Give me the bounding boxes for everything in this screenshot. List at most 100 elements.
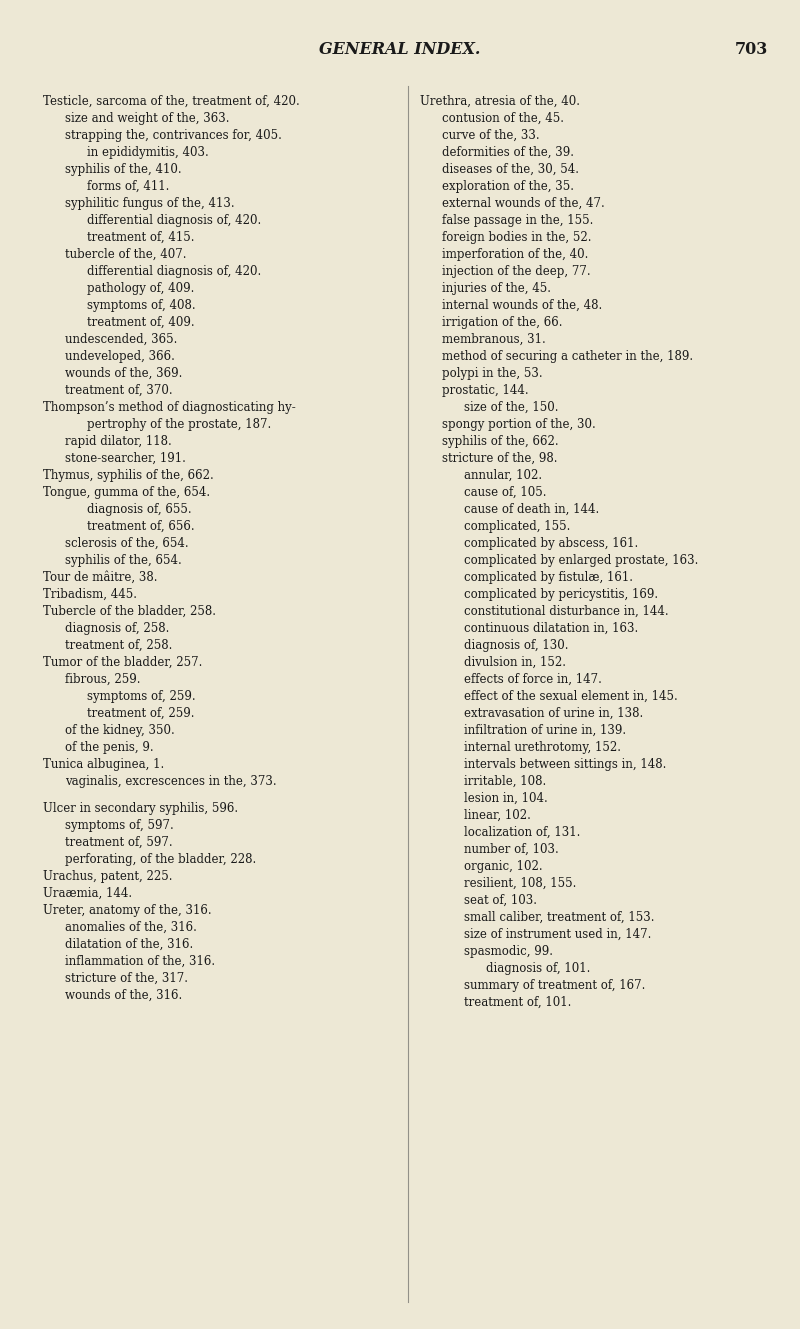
Text: treatment of, 258.: treatment of, 258. (65, 639, 172, 653)
Text: pertrophy of the prostate, 187.: pertrophy of the prostate, 187. (87, 419, 271, 431)
Text: size and weight of the, 363.: size and weight of the, 363. (65, 112, 230, 125)
Text: diseases of the, 30, 54.: diseases of the, 30, 54. (442, 163, 579, 175)
Text: internal wounds of the, 48.: internal wounds of the, 48. (442, 299, 602, 312)
Text: cause of, 105.: cause of, 105. (464, 486, 546, 498)
Text: extravasation of urine in, 138.: extravasation of urine in, 138. (464, 707, 643, 720)
Text: treatment of, 101.: treatment of, 101. (464, 995, 571, 1009)
Text: complicated by fistulæ, 161.: complicated by fistulæ, 161. (464, 571, 633, 583)
Text: Thymus, syphilis of the, 662.: Thymus, syphilis of the, 662. (43, 469, 214, 482)
Text: linear, 102.: linear, 102. (464, 809, 531, 823)
Text: rapid dilator, 118.: rapid dilator, 118. (65, 435, 172, 448)
Text: Tubercle of the bladder, 258.: Tubercle of the bladder, 258. (43, 605, 216, 618)
Text: treatment of, 415.: treatment of, 415. (87, 231, 194, 245)
Text: diagnosis of, 101.: diagnosis of, 101. (486, 962, 590, 975)
Text: treatment of, 409.: treatment of, 409. (87, 316, 194, 330)
Text: differential diagnosis of, 420.: differential diagnosis of, 420. (87, 264, 262, 278)
Text: stricture of the, 317.: stricture of the, 317. (65, 973, 188, 985)
Text: irritable, 108.: irritable, 108. (464, 775, 546, 788)
Text: internal urethrotomy, 152.: internal urethrotomy, 152. (464, 742, 621, 754)
Text: tubercle of the, 407.: tubercle of the, 407. (65, 249, 186, 260)
Text: infiltration of urine in, 139.: infiltration of urine in, 139. (464, 724, 626, 738)
Text: size of instrument used in, 147.: size of instrument used in, 147. (464, 928, 651, 941)
Text: treatment of, 597.: treatment of, 597. (65, 836, 173, 849)
Text: undeveloped, 366.: undeveloped, 366. (65, 350, 175, 363)
Text: in epididymitis, 403.: in epididymitis, 403. (87, 146, 209, 159)
Text: injuries of the, 45.: injuries of the, 45. (442, 282, 551, 295)
Text: strapping the, contrivances for, 405.: strapping the, contrivances for, 405. (65, 129, 282, 142)
Text: pathology of, 409.: pathology of, 409. (87, 282, 194, 295)
Text: Uraæmia, 144.: Uraæmia, 144. (43, 888, 132, 900)
Text: Urachus, patent, 225.: Urachus, patent, 225. (43, 870, 173, 884)
Text: GENERAL INDEX.: GENERAL INDEX. (319, 41, 481, 58)
Text: symptoms of, 408.: symptoms of, 408. (87, 299, 196, 312)
Text: Tribadism, 445.: Tribadism, 445. (43, 587, 137, 601)
Text: resilient, 108, 155.: resilient, 108, 155. (464, 877, 576, 890)
Text: complicated by pericystitis, 169.: complicated by pericystitis, 169. (464, 587, 658, 601)
Text: annular, 102.: annular, 102. (464, 469, 542, 482)
Text: deformities of the, 39.: deformities of the, 39. (442, 146, 574, 159)
Text: method of securing a catheter in the, 189.: method of securing a catheter in the, 18… (442, 350, 693, 363)
Text: diagnosis of, 655.: diagnosis of, 655. (87, 502, 192, 516)
Text: spasmodic, 99.: spasmodic, 99. (464, 945, 553, 958)
Text: complicated by abscess, 161.: complicated by abscess, 161. (464, 537, 638, 550)
Text: diagnosis of, 130.: diagnosis of, 130. (464, 639, 569, 653)
Text: prostatic, 144.: prostatic, 144. (442, 384, 529, 397)
Text: false passage in the, 155.: false passage in the, 155. (442, 214, 594, 227)
Text: syphilis of the, 662.: syphilis of the, 662. (442, 435, 558, 448)
Text: treatment of, 259.: treatment of, 259. (87, 707, 194, 720)
Text: Urethra, atresia of the, 40.: Urethra, atresia of the, 40. (420, 94, 580, 108)
Text: continuous dilatation in, 163.: continuous dilatation in, 163. (464, 622, 638, 635)
Text: fibrous, 259.: fibrous, 259. (65, 672, 141, 686)
Text: small caliber, treatment of, 153.: small caliber, treatment of, 153. (464, 910, 654, 924)
Text: of the penis, 9.: of the penis, 9. (65, 742, 154, 754)
Text: divulsion in, 152.: divulsion in, 152. (464, 657, 566, 668)
Text: polypi in the, 53.: polypi in the, 53. (442, 367, 542, 380)
Text: curve of the, 33.: curve of the, 33. (442, 129, 540, 142)
Text: complicated by enlarged prostate, 163.: complicated by enlarged prostate, 163. (464, 554, 698, 567)
Text: seat of, 103.: seat of, 103. (464, 894, 537, 906)
Text: syphilis of the, 410.: syphilis of the, 410. (65, 163, 182, 175)
Text: cause of death in, 144.: cause of death in, 144. (464, 502, 599, 516)
Text: treatment of, 656.: treatment of, 656. (87, 520, 194, 533)
Text: syphilis of the, 654.: syphilis of the, 654. (65, 554, 182, 567)
Text: wounds of the, 316.: wounds of the, 316. (65, 989, 182, 1002)
Text: stone-searcher, 191.: stone-searcher, 191. (65, 452, 186, 465)
Text: effects of force in, 147.: effects of force in, 147. (464, 672, 602, 686)
Text: Tunica albuginea, 1.: Tunica albuginea, 1. (43, 758, 164, 771)
Text: Tongue, gumma of the, 654.: Tongue, gumma of the, 654. (43, 486, 210, 498)
Text: Tour de mâitre, 38.: Tour de mâitre, 38. (43, 571, 158, 583)
Text: Tumor of the bladder, 257.: Tumor of the bladder, 257. (43, 657, 202, 668)
Text: diagnosis of, 258.: diagnosis of, 258. (65, 622, 170, 635)
Text: foreign bodies in the, 52.: foreign bodies in the, 52. (442, 231, 591, 245)
Text: number of, 103.: number of, 103. (464, 843, 558, 856)
Text: sclerosis of the, 654.: sclerosis of the, 654. (65, 537, 189, 550)
Text: of the kidney, 350.: of the kidney, 350. (65, 724, 174, 738)
Text: organic, 102.: organic, 102. (464, 860, 542, 873)
Text: treatment of, 370.: treatment of, 370. (65, 384, 173, 397)
Text: effect of the sexual element in, 145.: effect of the sexual element in, 145. (464, 690, 678, 703)
Text: size of the, 150.: size of the, 150. (464, 401, 558, 415)
Text: vaginalis, excrescences in the, 373.: vaginalis, excrescences in the, 373. (65, 775, 277, 788)
Text: spongy portion of the, 30.: spongy portion of the, 30. (442, 419, 596, 431)
Text: syphilitic fungus of the, 413.: syphilitic fungus of the, 413. (65, 197, 234, 210)
Text: perforating, of the bladder, 228.: perforating, of the bladder, 228. (65, 853, 256, 867)
Text: symptoms of, 597.: symptoms of, 597. (65, 819, 174, 832)
Text: stricture of the, 98.: stricture of the, 98. (442, 452, 558, 465)
Text: forms of, 411.: forms of, 411. (87, 179, 170, 193)
Text: anomalies of the, 316.: anomalies of the, 316. (65, 921, 197, 934)
Text: Ulcer in secondary syphilis, 596.: Ulcer in secondary syphilis, 596. (43, 803, 238, 815)
Text: undescended, 365.: undescended, 365. (65, 334, 178, 346)
Text: constitutional disturbance in, 144.: constitutional disturbance in, 144. (464, 605, 669, 618)
Text: localization of, 131.: localization of, 131. (464, 827, 580, 839)
Text: irrigation of the, 66.: irrigation of the, 66. (442, 316, 562, 330)
Text: Thompson’s method of diagnosticating hy-: Thompson’s method of diagnosticating hy- (43, 401, 296, 415)
Text: inflammation of the, 316.: inflammation of the, 316. (65, 956, 215, 969)
Text: intervals between sittings in, 148.: intervals between sittings in, 148. (464, 758, 666, 771)
Text: injection of the deep, 77.: injection of the deep, 77. (442, 264, 590, 278)
Text: Ureter, anatomy of the, 316.: Ureter, anatomy of the, 316. (43, 904, 212, 917)
Text: dilatation of the, 316.: dilatation of the, 316. (65, 938, 194, 952)
Text: membranous, 31.: membranous, 31. (442, 334, 546, 346)
Text: 703: 703 (734, 41, 768, 58)
Text: lesion in, 104.: lesion in, 104. (464, 792, 548, 805)
Text: imperforation of the, 40.: imperforation of the, 40. (442, 249, 588, 260)
